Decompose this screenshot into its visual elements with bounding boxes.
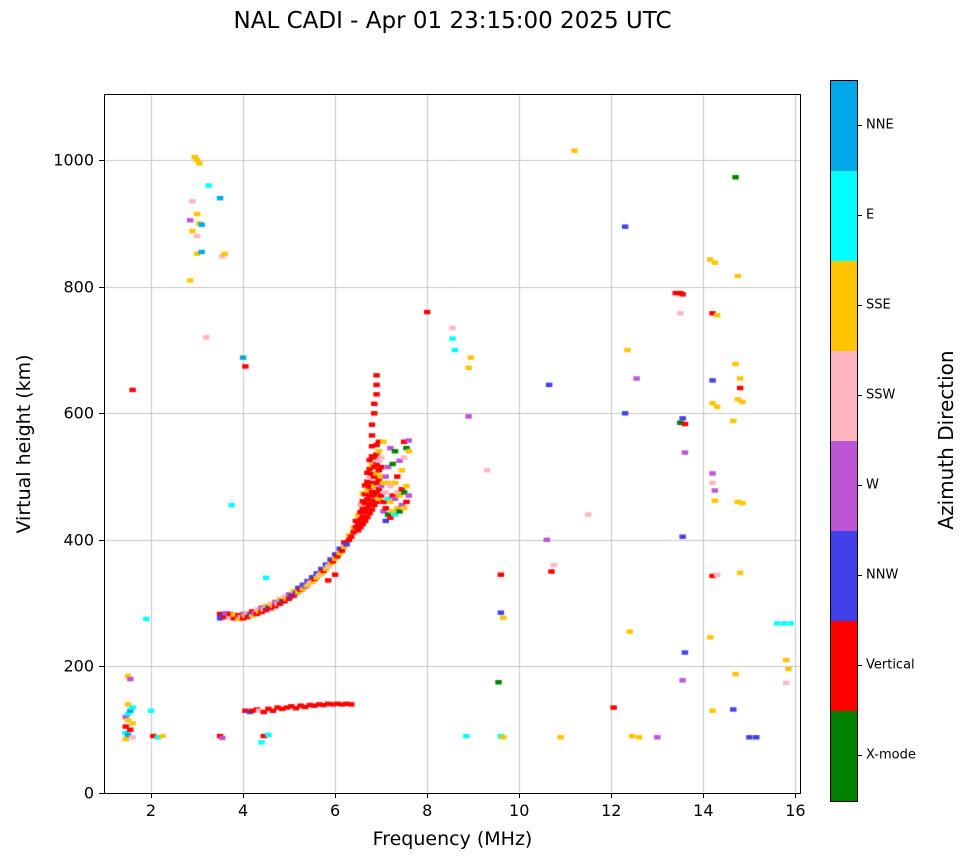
chart-title: NAL CADI - Apr 01 23:15:00 2025 UTC: [233, 8, 672, 34]
colorbar-category-label: X-mode: [866, 747, 916, 763]
x-tick-label: 2: [145, 801, 157, 820]
x-axis-label: Frequency (MHz): [372, 828, 533, 850]
colorbar-segment-nne: [831, 81, 857, 171]
colorbar-category-label: E: [866, 207, 875, 223]
y-axis-label: Virtual height (km): [13, 354, 35, 534]
x-tick-mark: [243, 793, 244, 798]
x-tick-mark: [611, 793, 612, 798]
x-tick-label: 6: [330, 801, 341, 820]
colorbar-category-label: Vertical: [866, 657, 915, 673]
colorbar-segment-vertical: [831, 621, 857, 711]
colorbar-segment-x-mode: [831, 711, 857, 801]
y-tick-label: 600: [63, 403, 94, 423]
colorbar-category-label: NNW: [866, 567, 899, 583]
colorbar-segment-w: [831, 441, 857, 531]
colorbar-segment-nnw: [831, 531, 857, 621]
colorbar-segment-ssw: [831, 351, 857, 441]
y-tick-mark: [99, 287, 104, 288]
colorbar-category-label: NNE: [866, 117, 894, 133]
x-tick-mark: [151, 793, 152, 798]
x-tick-mark: [703, 793, 704, 798]
x-tick-mark: [519, 793, 520, 798]
x-tick-label: 14: [693, 801, 714, 820]
x-tick-label: 8: [422, 801, 433, 820]
colorbar-tick-mark: [858, 215, 862, 216]
x-tick-mark: [335, 793, 336, 798]
y-tick-mark: [99, 413, 104, 414]
colorbar-segment-sse: [831, 261, 857, 351]
x-tick-label: 4: [237, 801, 249, 820]
y-tick-label: 400: [63, 530, 94, 550]
x-tick-label: 16: [785, 801, 806, 820]
colorbar-tick-mark: [858, 125, 862, 126]
colorbar-category-label: SSE: [866, 297, 891, 313]
colorbar-segment-e: [831, 171, 857, 261]
colorbar-tick-mark: [858, 395, 862, 396]
colorbar-category-label: W: [866, 477, 879, 493]
y-tick-label: 800: [63, 277, 94, 297]
colorbar-tick-mark: [858, 485, 862, 486]
colorbar: [830, 80, 858, 802]
plot-canvas: [105, 95, 800, 793]
y-tick-mark: [99, 160, 104, 161]
x-tick-label: 10: [509, 801, 530, 820]
y-tick-mark: [99, 540, 104, 541]
colorbar-tick-mark: [858, 665, 862, 666]
plot-area: [104, 94, 801, 794]
colorbar-tick-mark: [858, 755, 862, 756]
y-tick-label: 1000: [53, 150, 94, 170]
y-tick-label: 200: [63, 656, 94, 676]
y-tick-mark: [99, 666, 104, 667]
y-tick-label: 0: [83, 783, 94, 803]
x-tick-mark: [795, 793, 796, 798]
y-tick-mark: [99, 793, 104, 794]
colorbar-tick-mark: [858, 575, 862, 576]
colorbar-category-label: SSW: [866, 387, 896, 403]
colorbar-label: Azimuth Direction: [934, 350, 958, 530]
colorbar-tick-mark: [858, 305, 862, 306]
x-tick-label: 12: [601, 801, 622, 820]
x-tick-mark: [427, 793, 428, 798]
